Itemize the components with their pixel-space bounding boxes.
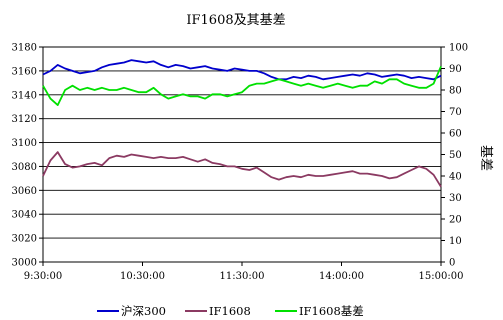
chart-title: IF1608及其基差: [186, 13, 285, 28]
right-tick-label: 60: [449, 129, 462, 140]
series-line-1: [42, 151, 442, 188]
right-axis-ticks: 0 10 20 30 40 50 60 70 80 90 100: [441, 43, 468, 269]
right-tick-label: 90: [449, 64, 462, 75]
grid-lines: [43, 70, 441, 239]
x-axis-ticks: 9:30:00 10:30:00 11:30:00 14:00:00 15:00:00: [24, 262, 464, 282]
right-axis-label: 基差: [478, 145, 493, 171]
left-tick-label: 3040: [12, 210, 37, 221]
right-tick-label: 80: [449, 86, 462, 97]
x-tick-label: 10:30:00: [120, 271, 165, 282]
left-tick-label: 3100: [12, 138, 37, 149]
legend-label: IF1608基差: [299, 304, 364, 318]
right-tick-label: 0: [449, 258, 455, 269]
left-tick-label: 3000: [12, 258, 37, 269]
legend-label: 沪深300: [121, 304, 166, 318]
right-tick-label: 30: [449, 193, 462, 204]
right-tick-label: 100: [449, 43, 468, 54]
series-lines: [42, 59, 442, 188]
left-tick-label: 3020: [12, 234, 37, 245]
x-tick-label: 15:00:00: [419, 271, 464, 282]
left-tick-label: 3140: [12, 90, 37, 101]
series-line-2: [42, 65, 442, 106]
legend-label: IF1608: [209, 304, 251, 318]
right-tick-label: 50: [449, 150, 462, 161]
left-tick-label: 3120: [12, 114, 37, 125]
plot-area-border: [42, 46, 442, 263]
series-line-0: [42, 59, 442, 81]
left-tick-label: 3060: [12, 186, 37, 197]
left-axis-ticks: 3000 3020 3040 3060 3080 3100 3120 3140 3160 3180: [12, 43, 43, 269]
legend: 沪深300 IF1608 IF1608基差: [97, 304, 364, 318]
left-tick-label: 3180: [12, 43, 37, 54]
right-tick-label: 70: [449, 107, 462, 118]
x-tick-label: 9:30:00: [24, 271, 63, 282]
right-tick-label: 40: [449, 172, 462, 183]
x-tick-label: 11:30:00: [220, 271, 265, 282]
left-tick-label: 3080: [12, 162, 37, 173]
left-tick-label: 3160: [12, 66, 37, 77]
right-tick-label: 10: [449, 236, 462, 247]
x-tick-label: 14:00:00: [319, 271, 364, 282]
right-tick-label: 20: [449, 215, 462, 226]
